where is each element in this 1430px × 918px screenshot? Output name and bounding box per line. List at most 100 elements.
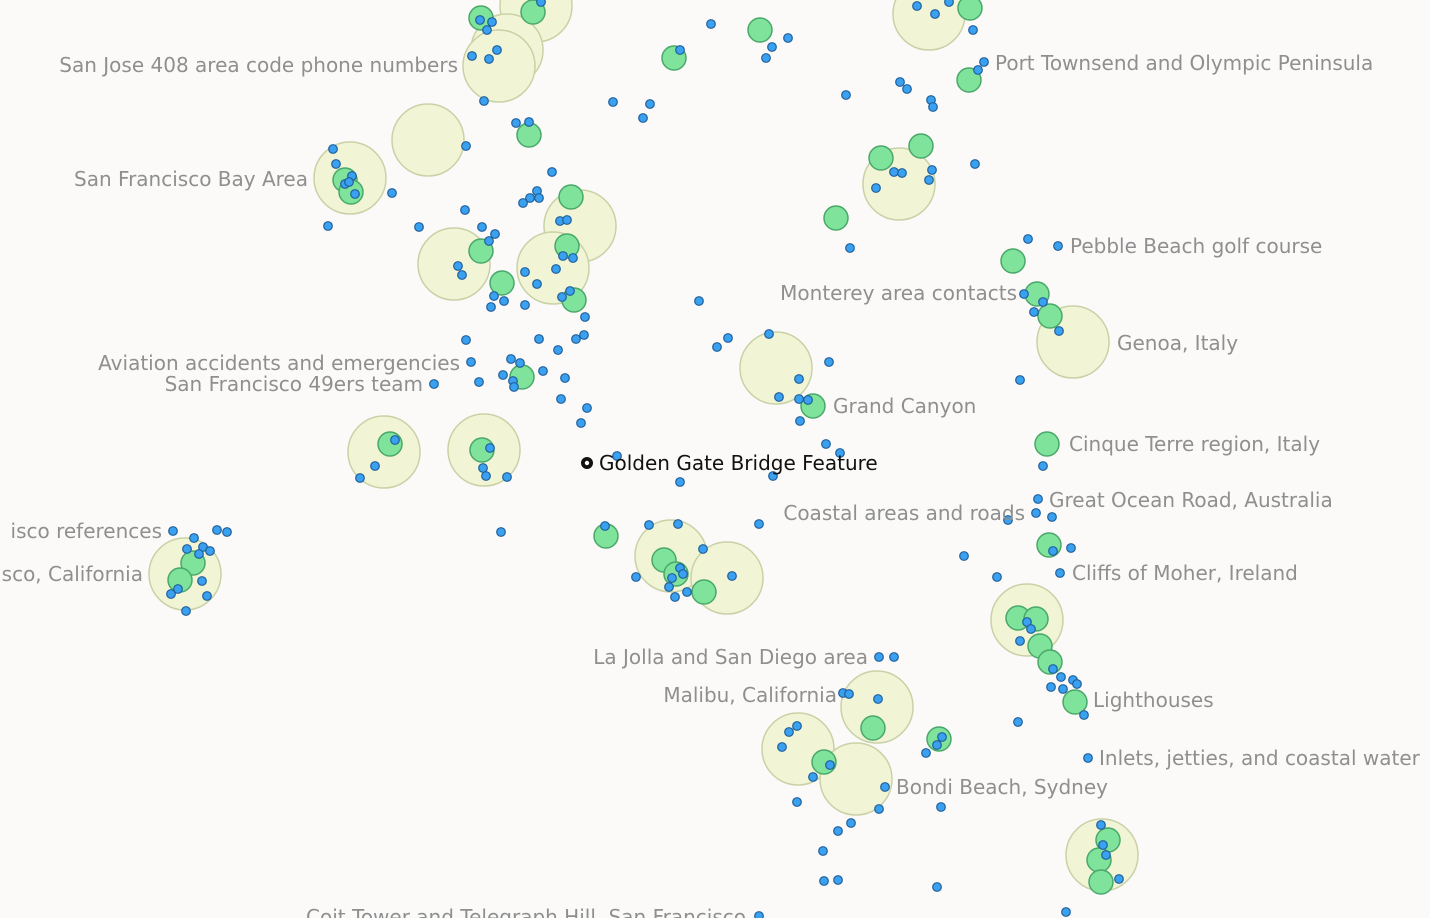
data-point[interactable]	[222, 527, 232, 537]
label-genoa[interactable]: Genoa, Italy	[1117, 331, 1238, 355]
data-point[interactable]	[496, 527, 506, 537]
data-point[interactable]	[202, 591, 212, 601]
data-point[interactable]	[189, 533, 199, 543]
data-point[interactable]	[1047, 512, 1057, 522]
label-aviation[interactable]: Aviation accidents and emergencies	[98, 351, 460, 375]
data-point[interactable]	[889, 652, 899, 662]
data-point[interactable]	[518, 198, 528, 208]
data-point[interactable]	[673, 519, 683, 529]
data-point[interactable]	[712, 342, 722, 352]
data-point[interactable]	[490, 229, 500, 239]
data-point[interactable]	[723, 333, 733, 343]
data-point[interactable]	[924, 175, 934, 185]
data-point[interactable]	[467, 51, 477, 61]
data-point[interactable]	[1114, 874, 1124, 884]
data-point[interactable]	[484, 236, 494, 246]
data-point[interactable]	[912, 1, 922, 11]
data-point[interactable]	[557, 292, 567, 302]
data-point[interactable]	[764, 329, 774, 339]
data-point[interactable]	[571, 334, 581, 344]
data-point[interactable]	[1015, 375, 1025, 385]
data-point[interactable]	[784, 727, 794, 737]
data-point[interactable]	[485, 443, 495, 453]
data-point[interactable]	[461, 141, 471, 151]
data-point[interactable]	[1015, 636, 1025, 646]
data-point[interactable]	[678, 569, 688, 579]
data-point[interactable]	[845, 243, 855, 253]
data-point[interactable]	[1058, 684, 1068, 694]
data-point[interactable]	[534, 193, 544, 203]
data-point[interactable]	[1061, 907, 1071, 917]
data-point[interactable]	[835, 448, 845, 458]
data-point[interactable]	[1079, 710, 1089, 720]
data-point[interactable]	[511, 118, 521, 128]
data-point[interactable]	[414, 222, 424, 232]
data-point[interactable]	[515, 358, 525, 368]
topic-node[interactable]	[956, 67, 982, 93]
topic-node[interactable]	[377, 431, 403, 457]
data-point[interactable]	[808, 772, 818, 782]
data-point[interactable]	[803, 395, 813, 405]
data-point[interactable]	[370, 461, 380, 471]
label-golden-gate[interactable]: Golden Gate Bridge Feature	[599, 451, 878, 475]
topic-node[interactable]	[747, 17, 773, 43]
data-point[interactable]	[895, 77, 905, 87]
data-point[interactable]	[874, 804, 884, 814]
label-san-jose-408[interactable]: San Jose 408 area code phone numbers	[59, 53, 458, 77]
data-point[interactable]	[1055, 568, 1065, 578]
data-point[interactable]	[1048, 546, 1058, 556]
data-point[interactable]	[682, 587, 692, 597]
data-point[interactable]	[520, 267, 530, 277]
data-point[interactable]	[631, 572, 641, 582]
data-point[interactable]	[1066, 543, 1076, 553]
topic-node[interactable]	[558, 184, 584, 210]
data-point[interactable]	[486, 302, 496, 312]
data-point[interactable]	[670, 592, 680, 602]
data-point[interactable]	[350, 189, 360, 199]
data-point[interactable]	[768, 471, 778, 481]
data-point[interactable]	[509, 382, 519, 392]
data-point[interactable]	[453, 261, 463, 271]
data-point[interactable]	[536, 0, 546, 7]
data-point[interactable]	[1056, 672, 1066, 682]
label-great-ocean-road[interactable]: Great Ocean Road, Australia	[1049, 488, 1333, 512]
data-point[interactable]	[582, 403, 592, 413]
data-point[interactable]	[506, 354, 516, 364]
data-point[interactable]	[873, 694, 883, 704]
data-point[interactable]	[1029, 307, 1039, 317]
data-point[interactable]	[1096, 820, 1106, 830]
data-point[interactable]	[927, 165, 937, 175]
data-point[interactable]	[792, 797, 802, 807]
data-point[interactable]	[1048, 664, 1058, 674]
topic-node[interactable]	[823, 205, 849, 231]
label-lighthouses[interactable]: Lighthouses	[1093, 688, 1214, 712]
data-point[interactable]	[794, 394, 804, 404]
data-point[interactable]	[482, 25, 492, 35]
label-coastal-areas[interactable]: Coastal areas and roads	[783, 501, 1025, 525]
data-point[interactable]	[880, 782, 890, 792]
topic-node[interactable]	[1000, 248, 1026, 274]
data-point[interactable]	[897, 168, 907, 178]
label-coit-tower[interactable]: Coit Tower and Telegraph Hill, San Franc…	[306, 905, 746, 918]
data-point[interactable]	[1031, 508, 1041, 518]
data-point[interactable]	[475, 15, 485, 25]
data-point[interactable]	[166, 589, 176, 599]
data-point[interactable]	[821, 439, 831, 449]
topic-node[interactable]	[489, 270, 515, 296]
data-point[interactable]	[182, 544, 192, 554]
data-point[interactable]	[959, 551, 969, 561]
data-point[interactable]	[538, 366, 548, 376]
data-point[interactable]	[568, 253, 578, 263]
data-point[interactable]	[478, 463, 488, 473]
data-point[interactable]	[355, 473, 365, 483]
label-inlets[interactable]: Inlets, jetties, and coastal water	[1099, 746, 1421, 770]
data-point[interactable]	[921, 748, 931, 758]
data-point[interactable]	[331, 159, 341, 169]
data-point[interactable]	[818, 846, 828, 856]
data-point[interactable]	[489, 291, 499, 301]
data-point[interactable]	[580, 312, 590, 322]
data-point[interactable]	[1101, 850, 1111, 860]
data-point[interactable]	[499, 296, 509, 306]
data-point[interactable]	[833, 875, 843, 885]
data-point[interactable]	[970, 159, 980, 169]
